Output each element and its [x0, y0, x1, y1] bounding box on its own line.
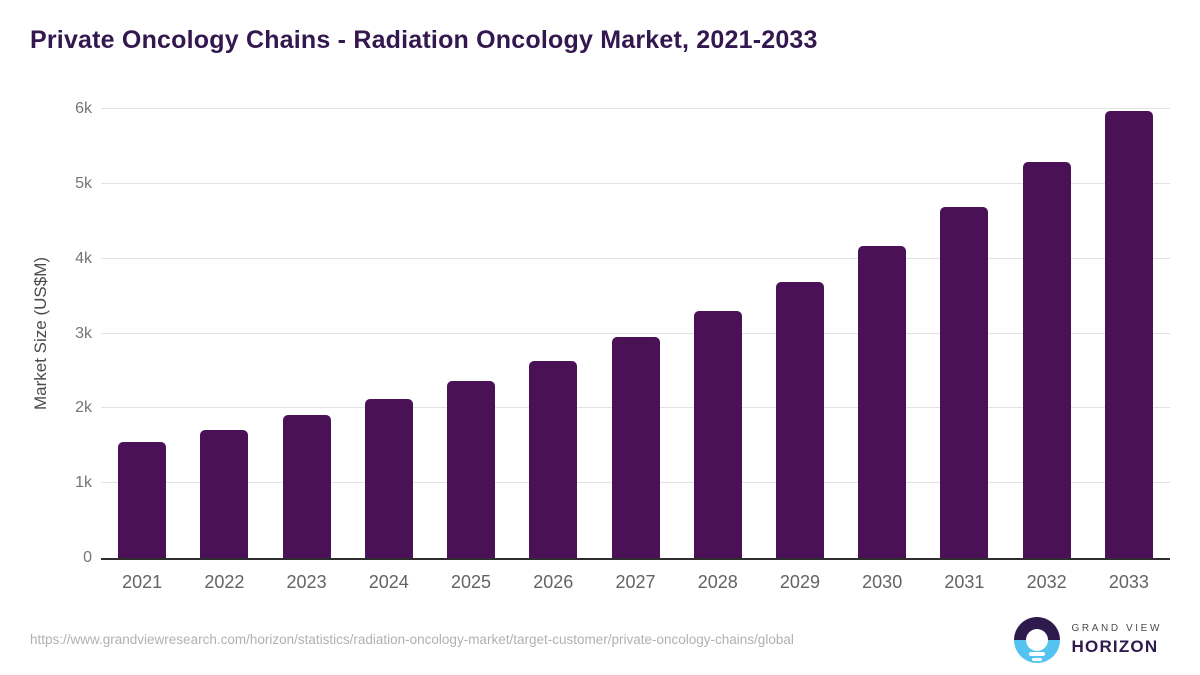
horizon-sun-icon — [1013, 617, 1060, 663]
y-tick-label-5k: 5k — [75, 174, 92, 192]
x-tick-label-2021: 2021 — [122, 572, 163, 592]
bar-2025[interactable] — [447, 381, 496, 558]
bar-2023[interactable] — [282, 415, 331, 558]
x-tick-label-2025: 2025 — [451, 572, 492, 592]
bar-2030[interactable] — [858, 245, 907, 558]
y-tick-label-1k: 1k — [75, 474, 92, 492]
footer: https://www.grandviewresearch.com/horizo… — [0, 612, 1200, 675]
brand-name-bottom: HORIZON — [1071, 637, 1159, 656]
x-tick-label-2026: 2026 — [533, 572, 574, 592]
x-tick-label-2033: 2033 — [1108, 572, 1149, 592]
y-tick-label-4k: 4k — [75, 249, 92, 267]
x-tick-label-2029: 2029 — [779, 572, 820, 592]
gridline-3k — [101, 332, 1170, 334]
brand-name-top: GRAND VIEW — [1071, 623, 1162, 634]
bar-2028[interactable] — [693, 311, 742, 558]
bar-2026[interactable] — [529, 361, 578, 558]
bar-2032[interactable] — [1022, 162, 1071, 558]
x-tick-label-2031: 2031 — [944, 572, 985, 592]
source-url: https://www.grandviewresearch.com/horizo… — [30, 632, 794, 647]
brand-logo: GRAND VIEW HORIZON — [1013, 617, 1162, 663]
x-tick-label-2022: 2022 — [204, 572, 245, 592]
x-tick-label-2024: 2024 — [368, 572, 409, 592]
x-tick-label-2030: 2030 — [862, 572, 903, 592]
gridline-4k — [101, 257, 1170, 259]
bar-2031[interactable] — [940, 207, 989, 558]
bar-2033[interactable] — [1104, 111, 1153, 558]
y-tick-label-6k: 6k — [75, 100, 92, 117]
x-tick-label-2027: 2027 — [615, 572, 656, 592]
page-title: Private Oncology Chains - Radiation Onco… — [30, 26, 818, 54]
x-tick-label-2023: 2023 — [286, 572, 327, 592]
bar-2021[interactable] — [118, 442, 167, 558]
bar-2022[interactable] — [200, 430, 249, 558]
gridline-6k — [101, 108, 1170, 109]
gridline-5k — [101, 182, 1170, 184]
plot-area — [101, 108, 1170, 560]
bar-2029[interactable] — [775, 281, 824, 558]
x-axis-baseline — [101, 558, 1170, 560]
x-tick-label-2028: 2028 — [697, 572, 738, 592]
y-tick-label-0: 0 — [83, 549, 92, 566]
bar-2027[interactable] — [611, 337, 660, 558]
x-tick-label-2032: 2032 — [1026, 572, 1067, 592]
y-tick-label-3k: 3k — [75, 324, 92, 342]
y-tick-label-2k: 2k — [75, 399, 92, 417]
bar-2024[interactable] — [364, 399, 413, 558]
